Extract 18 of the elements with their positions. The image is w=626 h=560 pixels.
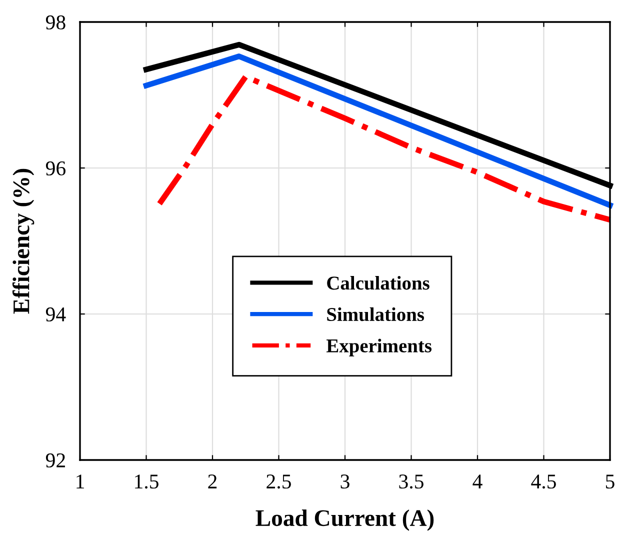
y-tick-label: 94 [46,307,66,322]
x-tick-label: 4 [472,474,482,488]
legend-label: Simulations [327,307,424,322]
x-tick-label: 4.5 [531,474,556,489]
x-tick-label: 1 [76,474,84,488]
y-axis-title: Efficiency (%) [12,168,34,314]
legend-label: Calculations [327,276,430,290]
x-axis-title: Load Current (A) [256,509,434,531]
x-tick-label: 5 [606,474,614,489]
y-tick-label: 96 [46,161,66,176]
x-tick-label: 1.5 [135,474,158,489]
x-tick-label: 2 [208,474,217,488]
x-tick-label: 3 [340,474,350,489]
legend-label: Experiments [326,338,432,356]
x-tick-label: 3.5 [399,474,424,489]
y-tick-label: 92 [46,453,65,468]
y-tick-label: 98 [46,15,66,30]
x-tick-label: 2.5 [266,474,291,489]
